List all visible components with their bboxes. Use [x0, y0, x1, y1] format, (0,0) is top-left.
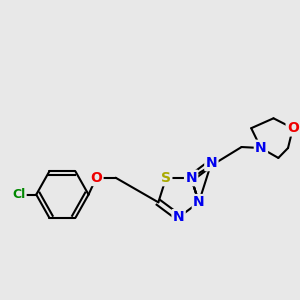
Text: N: N	[185, 171, 197, 185]
Text: N: N	[255, 141, 267, 155]
Text: N: N	[193, 195, 205, 209]
Text: O: O	[90, 171, 102, 185]
Text: N: N	[206, 156, 217, 170]
Text: N: N	[173, 210, 184, 224]
Text: S: S	[161, 171, 171, 185]
Text: O: O	[287, 121, 299, 135]
Text: Cl: Cl	[12, 188, 26, 201]
